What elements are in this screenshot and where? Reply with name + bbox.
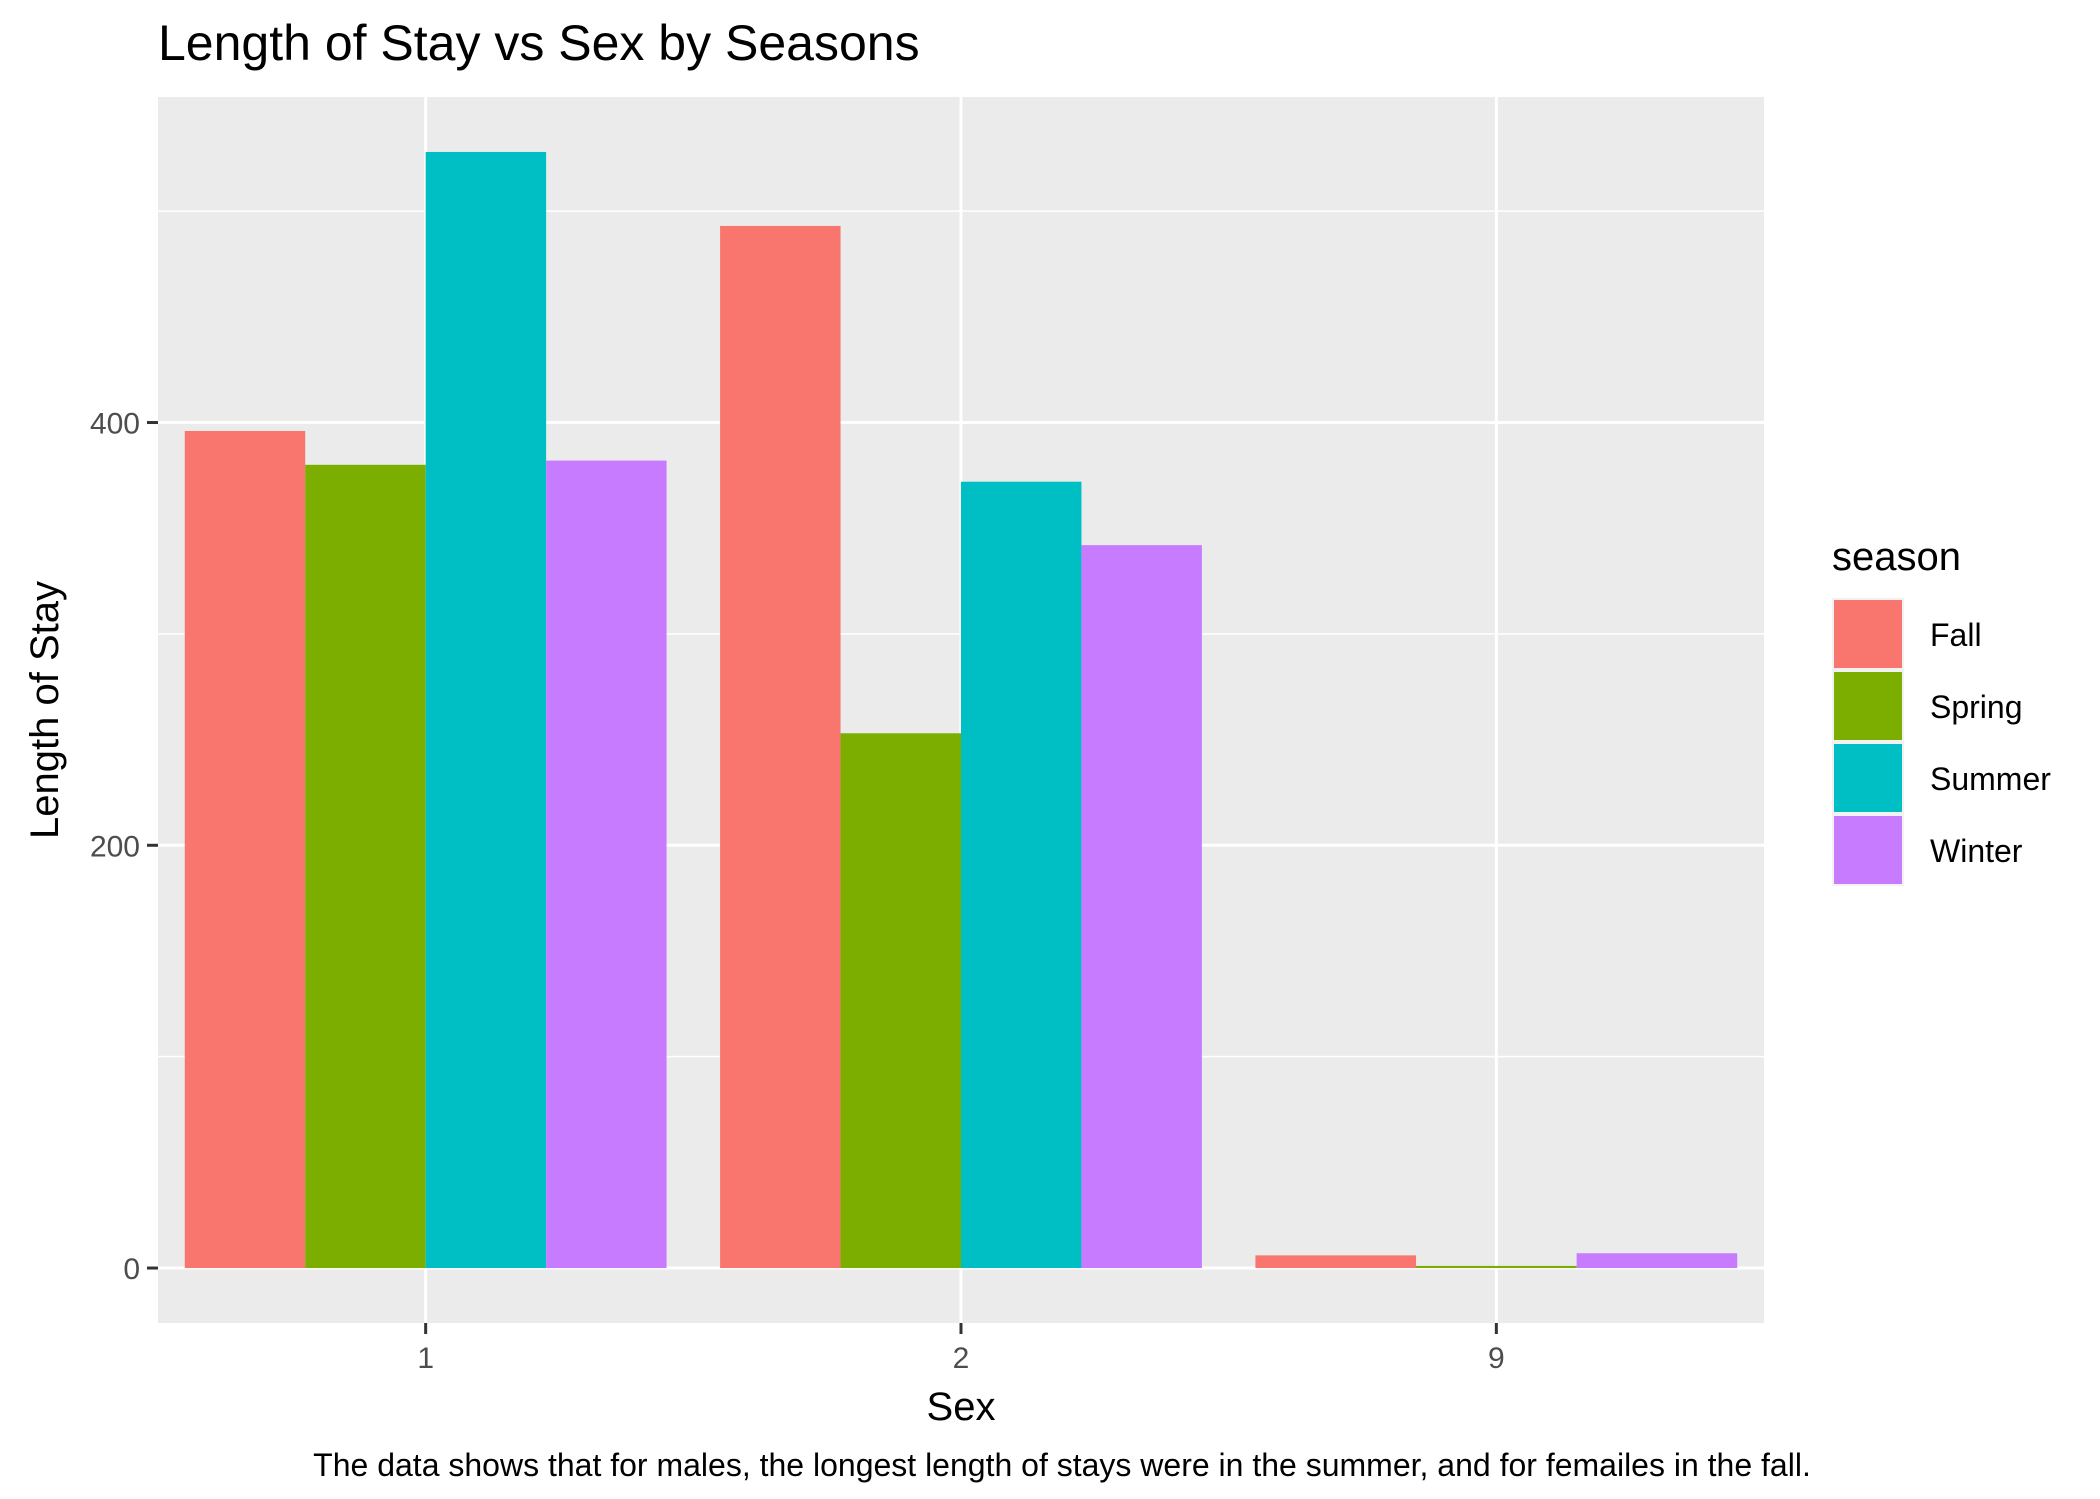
bar (546, 460, 667, 1269)
y-tick-label: 0 (123, 1253, 140, 1286)
bar (1416, 1265, 1577, 1269)
x-axis-title: Sex (927, 1385, 996, 1429)
legend-label: Winter (1930, 833, 2023, 869)
y-axis-title: Length of Stay (23, 581, 67, 839)
legend-label: Fall (1930, 617, 1982, 653)
x-tick-label: 9 (1488, 1342, 1505, 1375)
bars (184, 151, 1738, 1269)
bar (425, 151, 547, 1269)
legend-label: Spring (1930, 689, 2023, 725)
axes: 0 200 400 1 2 9 (90, 408, 1505, 1375)
legend-label: Summer (1930, 761, 2051, 797)
legend: season Fall Spring Summer Winter (1832, 535, 2051, 886)
bar (961, 481, 1082, 1269)
bar (1255, 1255, 1417, 1269)
legend-swatch (1834, 816, 1902, 884)
legend-title: season (1832, 535, 1961, 579)
x-tick-label: 2 (953, 1342, 970, 1375)
caption: The data shows that for males, the longe… (313, 1447, 1811, 1483)
bar (1081, 545, 1202, 1269)
legend-swatch (1834, 600, 1902, 668)
bar (840, 733, 961, 1269)
legend-swatch (1834, 672, 1902, 740)
bar (184, 430, 306, 1269)
y-tick-label: 200 (90, 830, 140, 863)
bar (305, 464, 426, 1269)
bar (1576, 1253, 1738, 1269)
bar (720, 225, 841, 1269)
y-tick-label: 400 (90, 408, 140, 441)
x-tick-label: 1 (417, 1342, 434, 1375)
legend-swatch (1834, 744, 1902, 812)
chart-title: Length of Stay vs Sex by Seasons (158, 15, 920, 71)
